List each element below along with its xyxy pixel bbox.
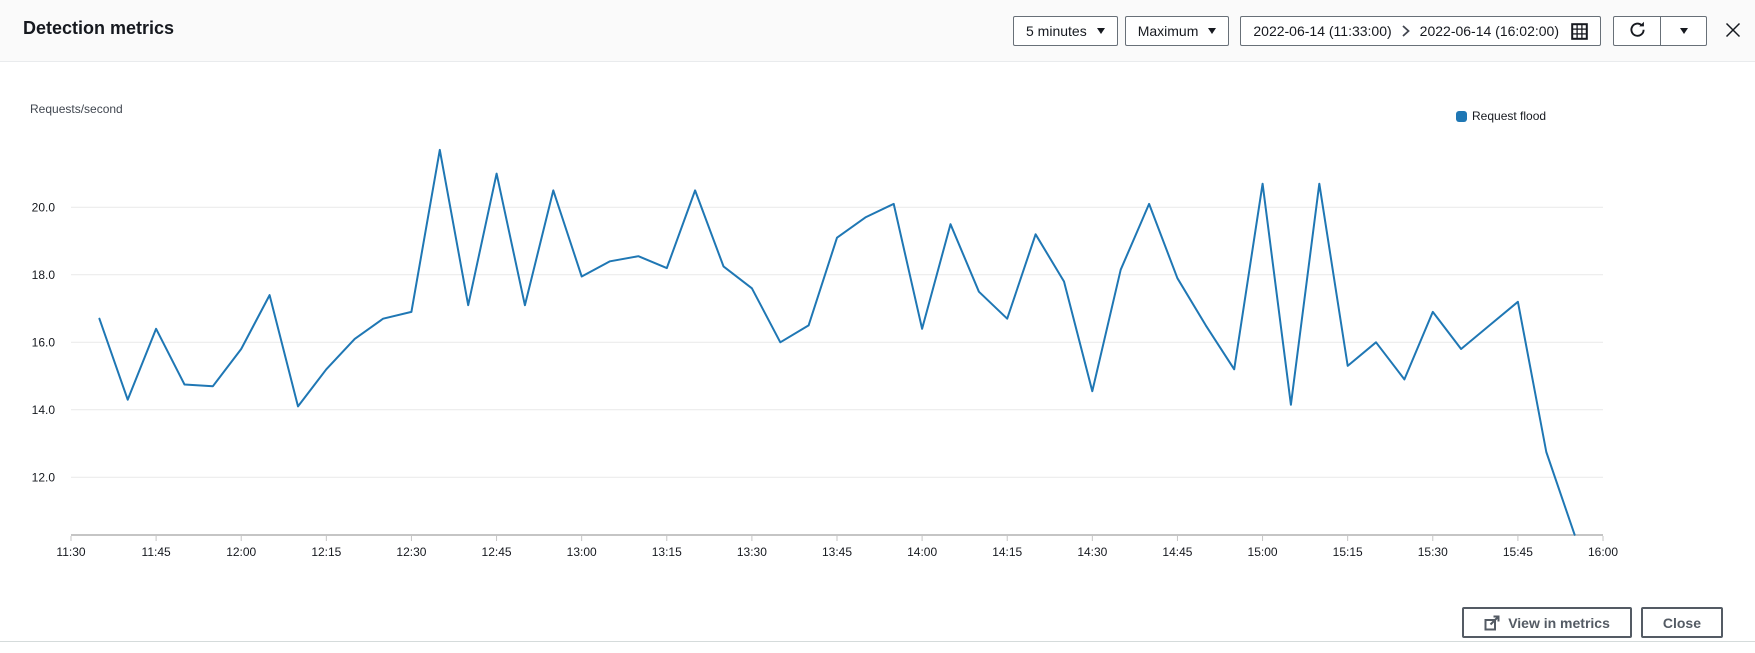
refresh-icon	[1629, 21, 1646, 41]
close-button[interactable]: Close	[1640, 607, 1723, 638]
y-axis-label: 18.0	[32, 268, 56, 282]
refresh-button[interactable]	[1614, 17, 1660, 45]
period-select-value: 5 minutes	[1026, 23, 1087, 39]
y-axis-label: 12.0	[32, 470, 56, 484]
dialog-footer: View in metrics Close	[1462, 607, 1723, 638]
date-range-picker[interactable]: 2022-06-14 (11:33:00) 2022-06-14 (16:02:…	[1240, 16, 1601, 46]
x-axis-label: 13:45	[822, 545, 852, 559]
x-axis-label: 13:15	[652, 545, 682, 559]
x-axis-label: 14:00	[907, 545, 937, 559]
x-axis-label: 14:15	[992, 545, 1022, 559]
x-axis-label: 12:30	[396, 545, 426, 559]
refresh-options-button[interactable]	[1660, 17, 1706, 45]
dialog-bottom-border	[0, 641, 1755, 642]
date-range-start: 2022-06-14 (11:33:00)	[1253, 23, 1392, 39]
x-axis-label: 12:45	[482, 545, 512, 559]
legend-label: Request flood	[1472, 109, 1547, 123]
header-controls: 5 minutes Maximum 2022-06-14 (11:33:00) …	[1013, 16, 1747, 46]
period-select[interactable]: 5 minutes	[1013, 16, 1118, 46]
x-axis-label: 11:30	[56, 545, 85, 559]
view-in-metrics-label: View in metrics	[1508, 614, 1610, 631]
statistic-select-value: Maximum	[1137, 23, 1199, 39]
close-icon	[1725, 22, 1741, 41]
x-axis-label: 14:45	[1162, 545, 1192, 559]
x-axis-label: 16:00	[1588, 545, 1618, 559]
statistic-select[interactable]: Maximum	[1124, 16, 1230, 46]
chevron-right-icon	[1402, 24, 1410, 38]
legend-swatch	[1456, 110, 1467, 122]
x-axis-label: 14:30	[1077, 545, 1107, 559]
x-axis-label: 15:30	[1418, 545, 1448, 559]
chevron-down-icon	[1096, 28, 1105, 34]
dialog-header: Detection metrics 5 minutes Maximum 2022…	[0, 0, 1755, 62]
chevron-down-icon	[1679, 28, 1688, 34]
x-axis-label: 11:45	[142, 545, 171, 559]
x-axis-label: 13:30	[737, 545, 767, 559]
y-axis-label: 20.0	[32, 200, 56, 214]
metrics-line-chart: 12.0 14.0 16.0 18.0 20.0 11:30 11:45 12:00 12:15…	[32, 148, 1618, 559]
x-axis-label: 13:00	[567, 545, 597, 559]
x-axis-label: 12:15	[311, 545, 341, 559]
external-link-icon	[1484, 615, 1500, 631]
chevron-down-icon	[1208, 28, 1217, 34]
x-axis-label: 12:00	[226, 545, 256, 559]
x-axis-label: 15:15	[1333, 545, 1363, 559]
x-axis-label: 15:00	[1248, 545, 1278, 559]
close-icon-button[interactable]	[1719, 17, 1747, 45]
x-axis-label: 15:45	[1503, 545, 1533, 559]
request-flood-line	[98, 148, 1576, 536]
y-axis-label: 14.0	[32, 403, 56, 417]
date-range-end: 2022-06-14 (16:02:00)	[1419, 23, 1559, 39]
chart-legend: Request flood	[1456, 109, 1546, 123]
page-title: Detection metrics	[23, 18, 175, 38]
view-in-metrics-button[interactable]: View in metrics	[1462, 607, 1632, 638]
y-axis-title: Requests/second	[30, 102, 123, 116]
calendar-icon	[1571, 22, 1588, 40]
refresh-button-group	[1613, 16, 1707, 46]
y-axis-label: 16.0	[32, 335, 56, 349]
